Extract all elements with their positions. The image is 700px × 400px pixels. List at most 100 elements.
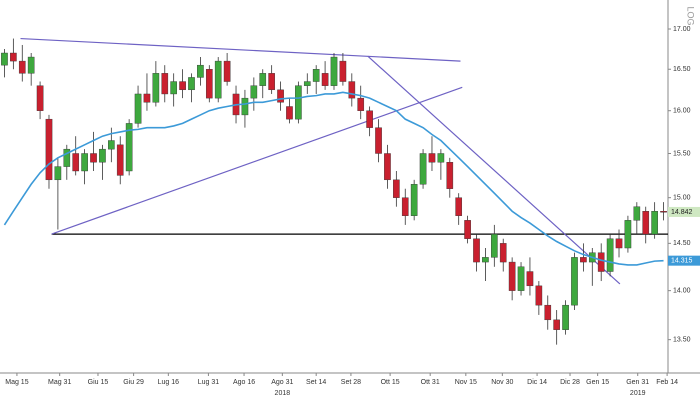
- candle-body: [526, 271, 534, 287]
- axis-label: LOG: [686, 6, 696, 25]
- candle-body: [642, 211, 650, 235]
- candle-body: [152, 73, 160, 103]
- x-tick-label: Gen 15: [586, 379, 609, 386]
- x-tick-label: Giu 15: [88, 379, 109, 386]
- candle-body: [384, 153, 391, 181]
- candle-body: [410, 184, 418, 216]
- candle-body: [81, 153, 88, 172]
- x-tick-label: Gen 31: [626, 379, 649, 386]
- candle-body: [116, 144, 124, 176]
- candle-body: [99, 148, 106, 163]
- ma-price-tag-bg: [668, 255, 700, 266]
- candle-body: [606, 238, 614, 272]
- candle-body: [437, 153, 445, 163]
- candle-body: [357, 97, 365, 111]
- candle-body: [1, 52, 8, 66]
- moving-average: [3, 91, 664, 266]
- candle-body: [36, 85, 44, 111]
- candle-body: [143, 93, 151, 103]
- candle-body: [303, 81, 311, 86]
- candle-body: [348, 81, 356, 99]
- candle-body: [312, 69, 320, 82]
- x-tick-label: Lug 31: [198, 379, 220, 386]
- candle-body: [499, 243, 507, 263]
- x-tick-label: Nov 30: [491, 379, 513, 386]
- candle-body: [268, 73, 275, 91]
- y-tick-label: 14.00: [673, 287, 691, 294]
- candle-body: [330, 56, 338, 86]
- candle-body: [321, 73, 329, 86]
- candle-body: [241, 97, 249, 116]
- candle-body: [491, 233, 498, 258]
- x-tick-label: Ott 31: [421, 379, 440, 386]
- candle-body: [259, 73, 267, 86]
- x-tick-label: Mag 31: [48, 379, 71, 386]
- candle-body: [161, 73, 169, 95]
- candle-body: [295, 85, 302, 120]
- candle-body: [18, 60, 26, 74]
- candle-body: [571, 257, 578, 306]
- candle-body: [134, 93, 142, 124]
- candle-body: [473, 238, 480, 263]
- x-tick-label: Dic 28: [560, 379, 580, 386]
- candle-body: [428, 153, 436, 163]
- candle-body: [660, 211, 667, 213]
- y-tick-label: 15.50: [673, 150, 691, 157]
- last-price-tag-bg: [668, 206, 700, 217]
- candle-body: [393, 179, 400, 198]
- candle-body: [90, 153, 97, 163]
- trendline: [51, 86, 463, 235]
- candle-body: [508, 261, 516, 291]
- candle-body: [339, 60, 347, 82]
- candle-body: [482, 257, 489, 263]
- candle-body: [624, 220, 632, 249]
- candle-body: [27, 56, 35, 74]
- y-tick-label: 16.50: [673, 66, 691, 73]
- y-tick-label: 15.00: [673, 195, 691, 202]
- candle-body: [125, 123, 133, 172]
- x-tick-label: Set 14: [306, 379, 326, 386]
- candle-body: [54, 166, 62, 181]
- candle-body: [214, 60, 222, 99]
- candle-body: [651, 211, 658, 235]
- candle-body: [464, 220, 471, 239]
- x-tick-label: Giu 29: [123, 379, 144, 386]
- x-tick-label: Ago 31: [271, 379, 293, 386]
- y-tick-label: 16.00: [673, 108, 691, 115]
- candle-body: [580, 257, 587, 263]
- candle-body: [72, 153, 80, 172]
- candle-body: [419, 153, 427, 185]
- candle-body: [223, 60, 231, 82]
- x-tick-label: Set 28: [341, 379, 361, 386]
- candle-body: [170, 81, 177, 95]
- x-tick-label: Nov 15: [455, 379, 477, 386]
- candle-body: [277, 89, 284, 103]
- x-tick-label: Mag 15: [5, 379, 28, 386]
- candle-body: [633, 206, 641, 221]
- candle-body: [544, 304, 552, 321]
- y-tick-label: 17.00: [673, 26, 691, 33]
- candle-body: [562, 304, 569, 330]
- x-tick-label: Dic 14: [527, 379, 547, 386]
- ma-price-tag: 14.315: [671, 258, 693, 265]
- candle-body: [45, 118, 53, 181]
- year-label: 2018: [275, 390, 291, 397]
- candle-body: [366, 110, 373, 128]
- candle-body: [615, 238, 623, 249]
- candle-body: [455, 197, 463, 216]
- year-label: 2019: [630, 390, 646, 397]
- x-tick-label: Lug 16: [158, 379, 180, 386]
- candle-body: [179, 81, 186, 91]
- candle-body: [10, 52, 17, 62]
- candle-body: [250, 85, 258, 99]
- x-tick-label: Ago 16: [233, 379, 255, 386]
- candle-body: [197, 64, 204, 78]
- candle-body: [535, 285, 543, 306]
- last-price-tag: 14.842: [671, 209, 693, 216]
- candle-body: [286, 106, 293, 120]
- candle-body: [597, 252, 605, 272]
- candle-body: [446, 162, 454, 189]
- candle-body: [63, 148, 71, 167]
